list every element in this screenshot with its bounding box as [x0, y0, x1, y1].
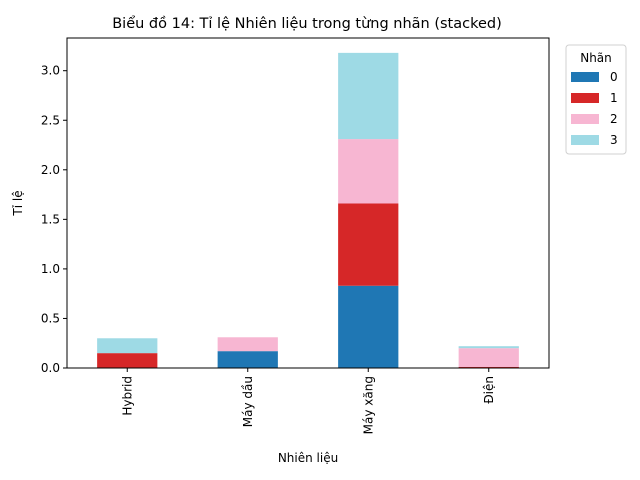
bar-segment: [217, 351, 278, 368]
bar-segment: [338, 203, 399, 286]
legend-swatch: [571, 72, 599, 82]
legend-title: Nhãn: [580, 51, 612, 65]
legend-swatch: [571, 93, 599, 103]
y-tick-label: 1.5: [41, 212, 60, 226]
legend-label: 0: [610, 70, 618, 84]
x-tick-label: Máy xăng: [361, 376, 375, 434]
y-axis: 0.0 0.5 1.0 1.5 2.0 2.5 3.0: [41, 64, 67, 375]
bar-segment: [458, 346, 519, 349]
legend-label: 2: [610, 112, 618, 126]
plot-frame: [66, 37, 550, 369]
bars-group: [97, 52, 519, 368]
legend-swatch: [571, 135, 599, 145]
x-axis: Hybrid Máy dầu Máy xăng Điện: [120, 368, 496, 434]
bar-segment: [458, 348, 519, 368]
chart-title: Biểu đồ 14: Tỉ lệ Nhiên liệu trong từng …: [112, 15, 502, 32]
x-axis-label: Nhiên liệu: [278, 451, 338, 465]
bar-segment: [97, 338, 158, 354]
y-axis-label: Tỉ lệ: [11, 190, 25, 216]
y-tick-label: 3.0: [41, 64, 60, 78]
legend-swatch: [571, 114, 599, 124]
y-tick-label: 2.5: [41, 113, 60, 127]
x-tick-label: Máy dầu: [241, 376, 255, 427]
x-tick-label: Hybrid: [120, 376, 134, 416]
x-tick-label: Điện: [482, 376, 496, 404]
legend: Nhãn 0 1 2 3: [565, 44, 627, 155]
bar-segment: [338, 52, 399, 140]
y-tick-label: 2.0: [41, 163, 60, 177]
y-tick-label: 0.0: [41, 361, 60, 375]
y-tick-label: 1.0: [41, 262, 60, 276]
bar-segment: [338, 139, 399, 204]
bar-segment: [338, 285, 399, 368]
legend-label: 1: [610, 91, 618, 105]
bar-segment: [217, 337, 278, 352]
y-tick-label: 0.5: [41, 311, 60, 325]
bar-segment: [97, 353, 158, 368]
legend-label: 3: [610, 133, 618, 147]
